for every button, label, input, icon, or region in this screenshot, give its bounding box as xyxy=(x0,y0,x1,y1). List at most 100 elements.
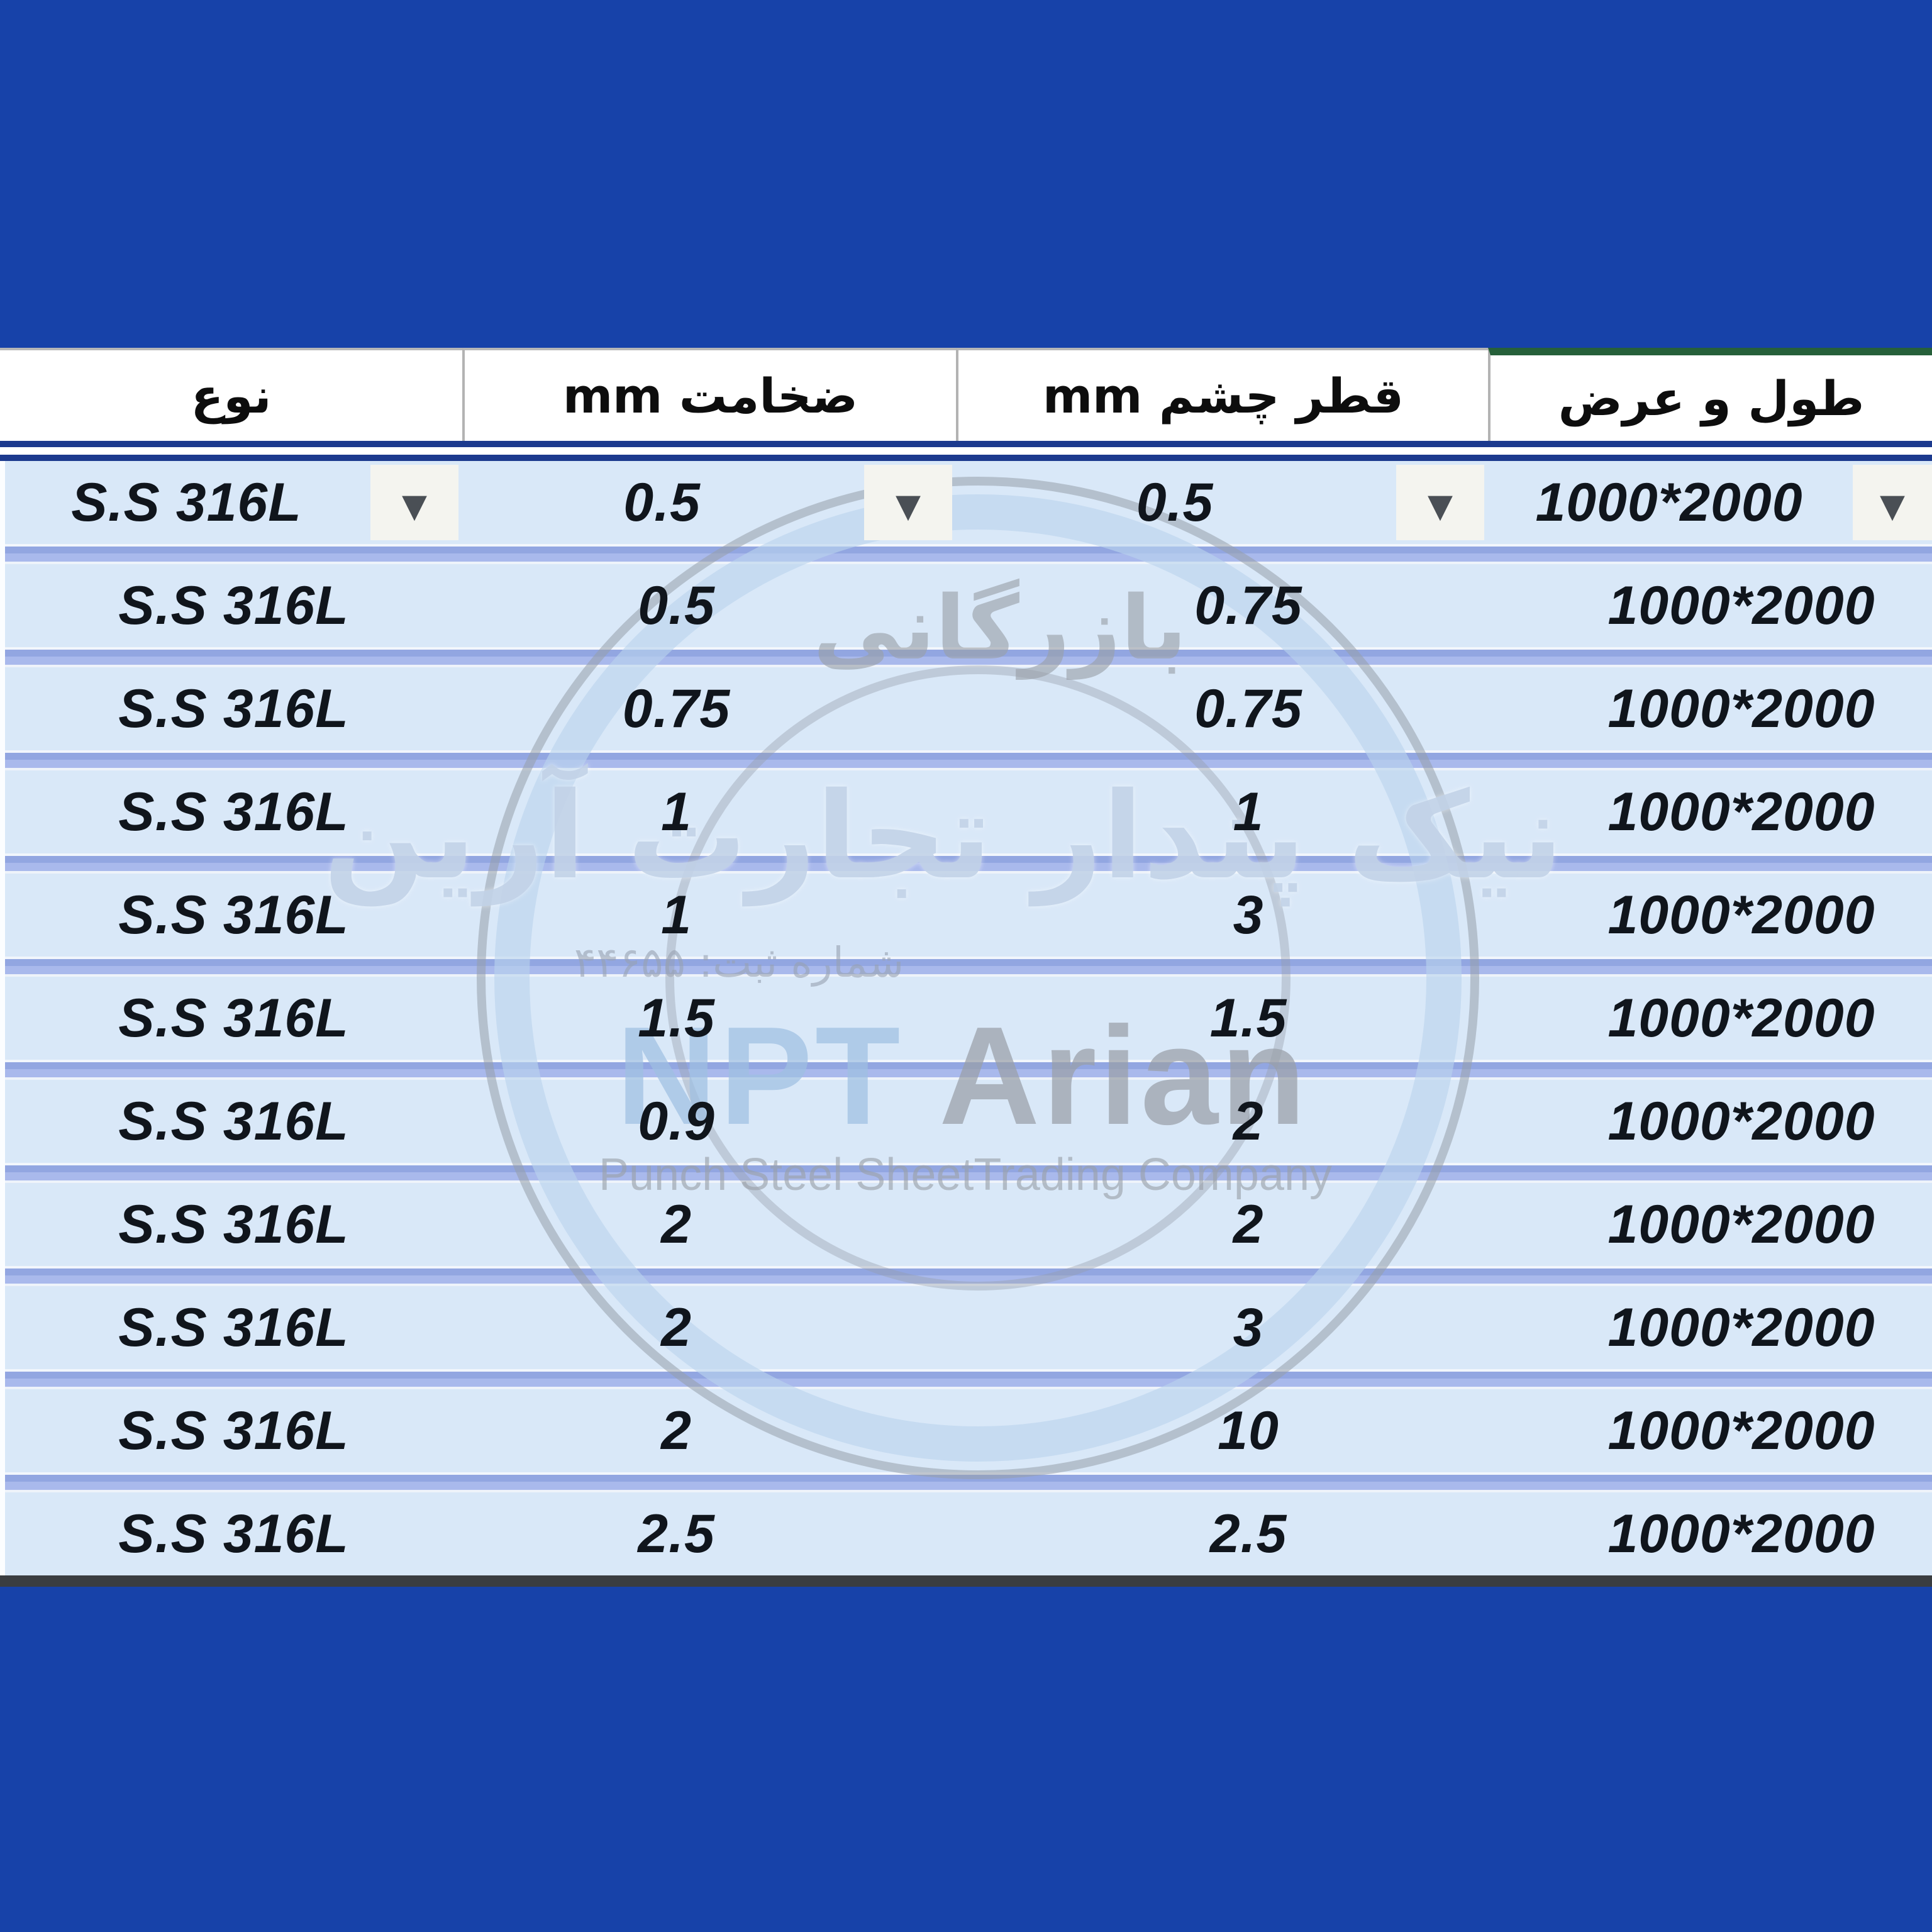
cell-thickness: 1 xyxy=(462,874,956,957)
cell-eye-diameter: 1.5 xyxy=(956,977,1488,1060)
cell-dimensions: 1000*2000 xyxy=(1488,874,1932,957)
cell-thickness: 1.5 xyxy=(462,977,956,1060)
type-value: S.S 316L xyxy=(118,678,349,739)
thickness-filter-dropdown-button[interactable]: ▼ xyxy=(864,465,952,540)
cell-type: S.S 316L xyxy=(5,1492,462,1575)
row-separator xyxy=(0,544,1932,564)
thickness-value: 2.5 xyxy=(638,1503,715,1564)
type-value: S.S 316L xyxy=(118,987,349,1048)
cell-dimensions: 1000*2000 xyxy=(1488,564,1932,647)
eye-diameter-value: 1.5 xyxy=(1209,987,1287,1048)
cell-thickness: 0.75 xyxy=(462,667,956,750)
table-bottom-border xyxy=(0,1575,1932,1587)
eye-diameter-value: 0.75 xyxy=(1194,678,1302,739)
dimensions-value: 1000*2000 xyxy=(1607,1297,1875,1358)
cell-eye-diameter: 2.5 xyxy=(956,1492,1488,1575)
table-row: S.S 316L 0.75 0.75 1000*2000 xyxy=(0,667,1932,750)
thickness-value: 0.5 xyxy=(638,575,715,636)
spreadsheet-table: نوع ضخامت mm قطر چشم mm طول و عرض S.S 31… xyxy=(0,348,1932,1587)
table-row: S.S 316L 1.5 1.5 1000*2000 xyxy=(0,977,1932,1060)
type-value: S.S 316L xyxy=(118,1194,349,1255)
header-row: نوع ضخامت mm قطر چشم mm طول و عرض xyxy=(0,348,1932,441)
cell-dimensions: 1000*2000 xyxy=(1488,1389,1932,1472)
type-value: S.S 316L xyxy=(118,1503,349,1564)
table-row: S.S 316L 2 3 1000*2000 xyxy=(0,1286,1932,1369)
filter-row: S.S 316L ▼ 0.5 ▼ 0.5 ▼ 1000*2000 ▼ xyxy=(0,461,1932,544)
eye-diameter-value: 1 xyxy=(1233,781,1264,842)
cell-eye-diameter: 2 xyxy=(956,1080,1488,1163)
eye-diameter-value: 2.5 xyxy=(1209,1503,1287,1564)
thickness-value: 2 xyxy=(661,1297,692,1358)
eye-diameter-value: 0.5 xyxy=(1136,472,1214,533)
cell-dimensions: 1000*2000 ▼ xyxy=(1488,461,1932,544)
cell-eye-diameter: 1 xyxy=(956,770,1488,853)
dimensions-value: 1000*2000 xyxy=(1607,884,1875,945)
type-value: S.S 316L xyxy=(118,884,349,945)
thickness-value: 1 xyxy=(661,884,692,945)
cell-type: S.S 316L xyxy=(5,874,462,957)
dimensions-value: 1000*2000 xyxy=(1607,1503,1875,1564)
thickness-value: 0.75 xyxy=(622,678,731,739)
cell-eye-diameter: 0.5 ▼ xyxy=(956,461,1488,544)
dimensions-value: 1000*2000 xyxy=(1607,1400,1875,1461)
cell-type: S.S 316L xyxy=(5,1183,462,1266)
cell-eye-diameter: 3 xyxy=(956,1286,1488,1369)
cell-type: S.S 316L xyxy=(5,770,462,853)
cell-thickness: 0.9 xyxy=(462,1080,956,1163)
thickness-value: 2 xyxy=(661,1400,692,1461)
cell-thickness: 2.5 xyxy=(462,1492,956,1575)
table-row: S.S 316L 1 1 1000*2000 xyxy=(0,770,1932,853)
table-row: S.S 316L 0.9 2 1000*2000 xyxy=(0,1080,1932,1163)
thickness-value: 0.9 xyxy=(638,1091,715,1152)
cell-thickness: 2 xyxy=(462,1286,956,1369)
cell-type: S.S 316L xyxy=(5,667,462,750)
table-row: S.S 316L 2 10 1000*2000 xyxy=(0,1389,1932,1472)
table-row: S.S 316L 2.5 2.5 1000*2000 xyxy=(0,1492,1932,1575)
row-separator xyxy=(0,853,1932,874)
cell-type: S.S 316L xyxy=(5,1389,462,1472)
header-cell-type: نوع xyxy=(0,348,462,441)
row-separator xyxy=(0,1266,1932,1286)
dimensions-value: 1000*2000 xyxy=(1535,472,1803,533)
eye-diameter-value: 2 xyxy=(1233,1194,1264,1255)
cell-type: S.S 316L xyxy=(5,564,462,647)
header-cell-eye-diameter: قطر چشم mm xyxy=(956,348,1488,441)
row-separator xyxy=(0,750,1932,770)
cell-eye-diameter: 2 xyxy=(956,1183,1488,1266)
cell-dimensions: 1000*2000 xyxy=(1488,770,1932,853)
type-value: S.S 316L xyxy=(118,1297,349,1358)
cell-dimensions: 1000*2000 xyxy=(1488,977,1932,1060)
eye-diameter-value: 10 xyxy=(1218,1400,1279,1461)
eye-diameter-value: 3 xyxy=(1233,884,1264,945)
cell-thickness: 0.5 xyxy=(462,564,956,647)
header-cell-dimensions: طول و عرض xyxy=(1488,348,1932,441)
dimensions-value: 1000*2000 xyxy=(1607,987,1875,1048)
row-separator xyxy=(0,1472,1932,1492)
header-cell-thickness: ضخامت mm xyxy=(462,348,956,441)
cell-thickness: 2 xyxy=(462,1389,956,1472)
cell-eye-diameter: 0.75 xyxy=(956,564,1488,647)
eye-diameter-value: 0.75 xyxy=(1194,575,1302,636)
type-value: S.S 316L xyxy=(71,472,302,533)
table-row: S.S 316L 2 2 1000*2000 xyxy=(0,1183,1932,1266)
cell-dimensions: 1000*2000 xyxy=(1488,1492,1932,1575)
thickness-value: 1 xyxy=(661,781,692,842)
dimensions-value: 1000*2000 xyxy=(1607,678,1875,739)
cell-dimensions: 1000*2000 xyxy=(1488,1183,1932,1266)
cell-dimensions: 1000*2000 xyxy=(1488,1080,1932,1163)
eye-diameter-filter-dropdown-button[interactable]: ▼ xyxy=(1396,465,1484,540)
cell-type: S.S 316L xyxy=(5,1080,462,1163)
type-value: S.S 316L xyxy=(118,1091,349,1152)
row-separator xyxy=(0,957,1932,977)
row-separator xyxy=(0,1060,1932,1080)
cell-eye-diameter: 0.75 xyxy=(956,667,1488,750)
dimensions-value: 1000*2000 xyxy=(1607,575,1875,636)
dimensions-filter-dropdown-button[interactable]: ▼ xyxy=(1853,465,1932,540)
type-filter-dropdown-button[interactable]: ▼ xyxy=(370,465,458,540)
thickness-value: 2 xyxy=(661,1194,692,1255)
cell-thickness: 0.5 ▼ xyxy=(462,461,956,544)
dimensions-value: 1000*2000 xyxy=(1607,781,1875,842)
header-divider xyxy=(0,441,1932,461)
cell-type: S.S 316L xyxy=(5,977,462,1060)
